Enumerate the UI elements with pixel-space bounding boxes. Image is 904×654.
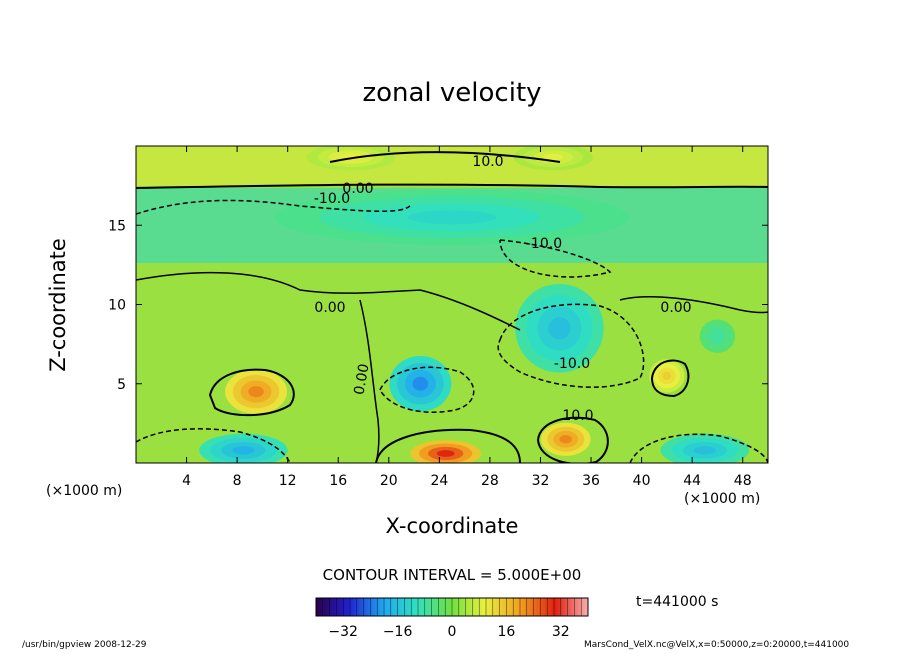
colorbar-ticks: −32 −16 0 16 32 [328, 624, 569, 640]
contour-line [379, 366, 475, 413]
velocity-anomaly [436, 450, 455, 457]
x-axis-ticks: 4 8 12 16 20 24 28 32 36 40 44 48 [182, 146, 752, 489]
colorbar-tick-label: 32 [552, 624, 570, 640]
x-tick-label: 32 [532, 473, 550, 489]
x-tick-label: 12 [279, 473, 297, 489]
contour-line [650, 359, 690, 398]
colorbar-segments [315, 598, 582, 616]
x-axis-label: X-coordinate [385, 514, 519, 538]
contour-line [136, 271, 521, 331]
plot-area [136, 146, 768, 463]
contour-line [375, 428, 521, 463]
contour-line [629, 433, 768, 463]
contour-line [536, 416, 609, 463]
footer-source: MarsCond_VelX.nc@VelX,x=0:50000,z=0:2000… [584, 640, 850, 650]
contour-line [136, 199, 411, 215]
velocity-anomaly [662, 371, 672, 380]
contour-line [497, 303, 645, 388]
y-tick-label: 5 [117, 377, 126, 393]
x-tick-label: 16 [329, 473, 347, 489]
y-axis-ticks: 5 10 15 [108, 218, 768, 393]
contour-line [619, 296, 768, 314]
colorbar-tick-label: 16 [497, 624, 515, 640]
velocity-anomaly [713, 332, 722, 341]
contour-line [136, 183, 768, 189]
velocity-anomaly [543, 153, 564, 161]
contour-line [136, 428, 291, 463]
footer-program: /usr/bin/gpview 2008-12-29 [22, 640, 147, 650]
y-axis-unit: (×1000 m) [46, 483, 123, 499]
contour-line [208, 368, 295, 417]
contour-label: 10.0 [472, 154, 503, 170]
contour-label: 0.00 [314, 300, 345, 316]
x-tick-label: 8 [233, 473, 242, 489]
velocity-anomaly [407, 210, 497, 225]
x-tick-label: 24 [430, 473, 448, 489]
contour-line [329, 151, 561, 163]
colorbar-tick-label: 0 [448, 624, 457, 640]
contour-label: -10.0 [314, 191, 350, 207]
x-axis-unit: (×1000 m) [684, 491, 761, 507]
y-tick-label: 15 [108, 218, 126, 234]
chart-title: zonal velocity [362, 78, 542, 108]
contour-label: 0.00 [342, 181, 373, 197]
contour-line [499, 239, 612, 278]
velocity-anomaly [412, 376, 429, 391]
contour-label: 0.00 [660, 300, 691, 316]
colorbar-tick-label: −32 [328, 624, 358, 640]
contour-interval-label: CONTOUR INTERVAL = 5.000E+00 [322, 566, 582, 584]
contour-label: 0.00 [351, 363, 372, 396]
contour-line [359, 299, 380, 463]
velocity-anomaly [548, 317, 571, 340]
velocity-anomaly [559, 435, 572, 444]
contour-label: -10.0 [526, 236, 562, 252]
y-tick-label: 10 [108, 298, 126, 314]
x-tick-label: 28 [481, 473, 499, 489]
x-tick-label: 40 [633, 473, 651, 489]
velocity-anomaly [693, 446, 716, 455]
time-label: t=441000 s [636, 594, 719, 610]
y-axis-label: Z-coordinate [46, 238, 70, 372]
colorbar-tick-label: −16 [383, 624, 413, 640]
x-tick-label: 36 [582, 473, 600, 489]
x-tick-label: 48 [734, 473, 752, 489]
velocity-anomaly [232, 446, 255, 455]
x-tick-label: 20 [380, 473, 398, 489]
contour-label: -10.0 [554, 356, 590, 372]
contour-label: 10.0 [562, 408, 593, 424]
x-tick-label: 4 [182, 473, 191, 489]
velocity-anomaly [248, 386, 264, 398]
x-tick-label: 44 [683, 473, 701, 489]
